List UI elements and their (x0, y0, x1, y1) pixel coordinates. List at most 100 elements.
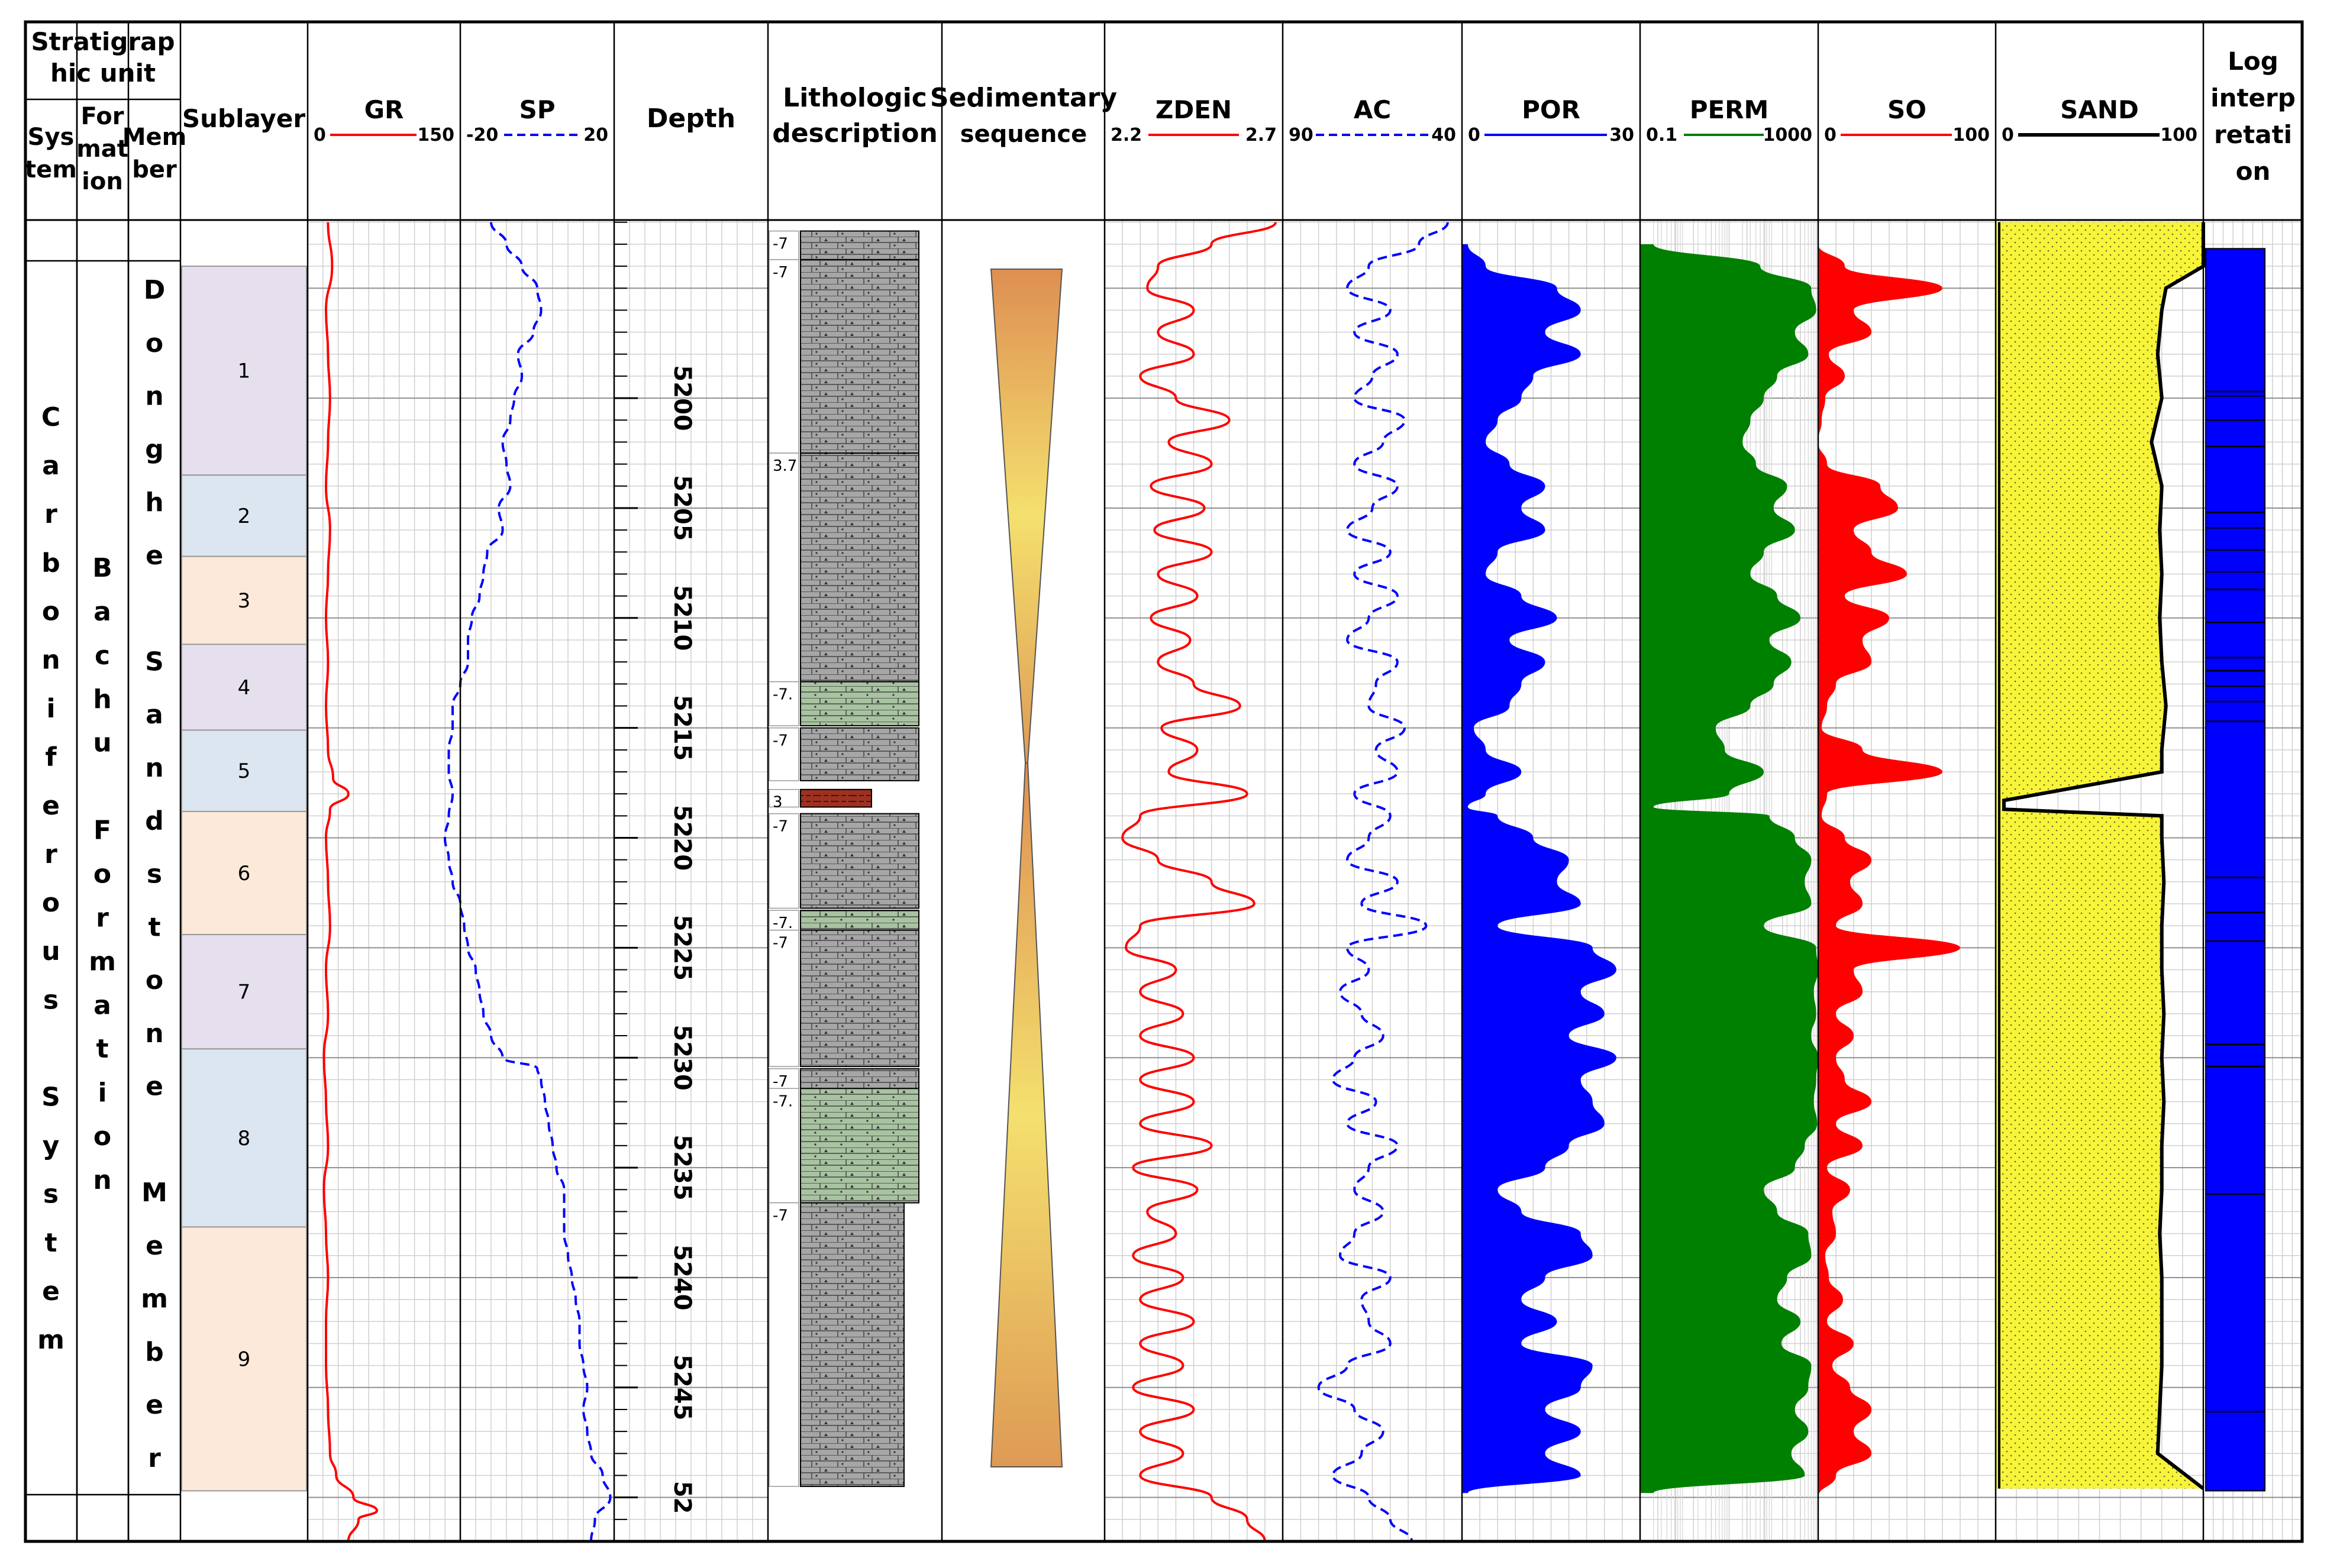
system-name-char: t (44, 1228, 57, 1258)
sublayer-box (181, 729, 307, 812)
system-name-char: o (42, 596, 60, 626)
lithology-label-box (769, 727, 799, 781)
track-max-sp: 20 (583, 125, 608, 146)
member-name-char: d (145, 806, 164, 836)
lithology-bed (800, 1068, 919, 1089)
system-name-char: i (46, 694, 55, 724)
member-name-char: e (146, 1231, 163, 1261)
formation-name-char: r (96, 903, 109, 933)
curve-sp (443, 222, 612, 1542)
member-name-char: M (141, 1178, 167, 1208)
lithology-bed (800, 813, 919, 909)
curve-ac (1317, 222, 1449, 1542)
sequence-upper-triangle (990, 269, 1063, 764)
system-name-char: o (42, 888, 60, 918)
lithology-label: -7. (773, 1092, 793, 1110)
header-formation: mat (76, 135, 128, 163)
lithology-bed (800, 258, 919, 454)
header-formation: For (81, 103, 124, 130)
member-name-char: b (145, 1337, 164, 1367)
track-min-so: 0 (1824, 125, 1837, 146)
header-log-interpretation: on (2236, 157, 2271, 186)
member-name-char: S (145, 646, 164, 677)
system-name-char: n (41, 645, 60, 675)
track-min-gr: 0 (314, 125, 326, 146)
sequence-lower-triangle (990, 762, 1063, 1467)
lithology-label-box (769, 788, 799, 808)
depth-tick-label: 5245 (669, 1354, 696, 1420)
track-title-sand: SAND (2060, 95, 2139, 124)
header-sublayer: Sublayer (182, 104, 306, 133)
track-max-por: 30 (1609, 125, 1634, 146)
formation-name-char: F (93, 816, 111, 846)
lithology-bed (800, 1088, 919, 1204)
lithology-label: -7 (773, 818, 788, 836)
depth-tick-label: 5215 (669, 695, 696, 761)
curve-sand (2002, 222, 2205, 1491)
header-sedimentary-sequence: sequence (960, 121, 1087, 148)
lithology-label-box (769, 929, 799, 1067)
system-name-char: f (45, 742, 57, 772)
curve-gr (322, 222, 379, 1542)
track-min-ac: 90 (1289, 125, 1313, 146)
depth-tick-label: 5200 (669, 365, 696, 431)
lithology-bed (800, 230, 919, 260)
header-log-interpretation: Log (2228, 47, 2278, 76)
member-name-char: n (145, 753, 163, 783)
member-name-char: m (141, 1284, 168, 1314)
sublayer-box (181, 644, 307, 731)
formation-name-char: c (95, 641, 110, 671)
system-name-char: e (42, 1276, 60, 1307)
area-so (1818, 244, 1960, 1498)
lithology-label: -7 (773, 1207, 788, 1225)
formation-name-char: o (93, 1121, 111, 1152)
formation-name-char: a (93, 990, 111, 1020)
track-max-zden: 2.7 (1245, 125, 1277, 146)
formation-name-char: B (92, 553, 112, 583)
system-name-char: u (41, 936, 60, 966)
lithology-label: 3.7 (773, 457, 797, 475)
track-title-perm: PERM (1690, 95, 1769, 124)
depth-tick-label: 52 (669, 1481, 696, 1514)
area-por (1462, 244, 1616, 1493)
track-title-ac: AC (1354, 95, 1391, 124)
lithology-label-box (769, 259, 799, 454)
system-name-char: b (41, 548, 60, 578)
depth-tick-label: 5205 (669, 475, 696, 541)
sublayer-box (181, 266, 307, 476)
track-title-sp: SP (519, 95, 555, 124)
system-name-char: a (42, 451, 60, 481)
track-min-sp: -20 (466, 125, 498, 146)
member-name-char: n (145, 1019, 163, 1049)
lithology-bed (800, 910, 919, 931)
header-member: Mem (122, 124, 187, 151)
system-name-char: m (37, 1325, 64, 1355)
header-lithology: Lithologic (783, 83, 927, 113)
sublayer-box (181, 810, 307, 936)
depth-tick-label: 5210 (669, 585, 696, 651)
header-system: Sys (28, 124, 75, 151)
member-name-char: o (146, 965, 163, 995)
track-max-sand: 100 (2160, 125, 2197, 146)
sublayer-label: 7 (238, 981, 251, 1004)
system-name-char: r (44, 499, 57, 529)
sublayer-box (181, 934, 307, 1050)
lithology-label-box (769, 681, 799, 726)
formation-name-char: t (96, 1034, 108, 1064)
formation-name-char: m (89, 946, 116, 977)
sublayer-label: 9 (238, 1347, 251, 1371)
sublayer-box (181, 1226, 307, 1492)
lithology-label: -7 (773, 1073, 788, 1091)
lithology-label: -7 (773, 264, 788, 282)
area-sand (1996, 222, 2203, 1489)
system-name-char: s (43, 985, 59, 1015)
curve-layer (322, 221, 2265, 1542)
lithology-label: -7. (773, 686, 793, 704)
lithology-label-box (769, 813, 799, 909)
lithology-label-box (769, 1088, 799, 1204)
sublayer-label: 5 (238, 759, 251, 783)
track-min-zden: 2.2 (1111, 125, 1142, 146)
